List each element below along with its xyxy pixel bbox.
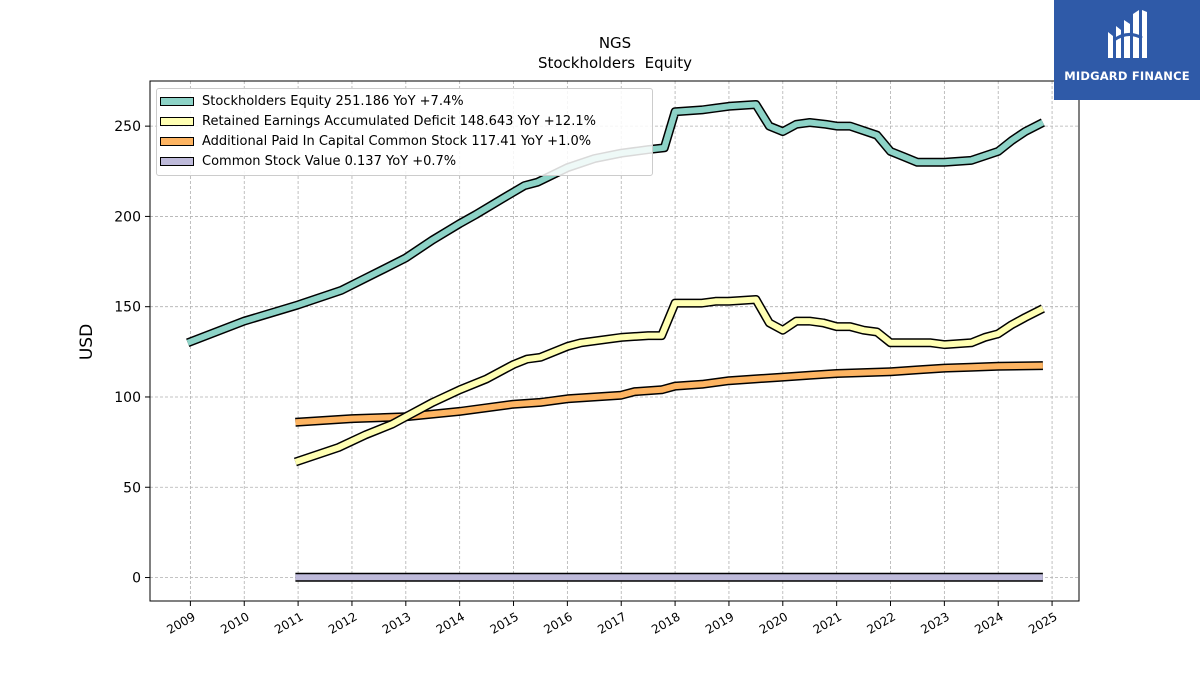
legend: Stockholders Equity 251.186 YoY +7.4% Re… bbox=[156, 88, 653, 176]
x-tick-label: 2013 bbox=[380, 609, 413, 636]
x-tick-label: 2024 bbox=[972, 609, 1005, 636]
legend-label: Retained Earnings Accumulated Deficit 14… bbox=[202, 113, 596, 129]
series-1 bbox=[293, 295, 1045, 467]
legend-label: Common Stock Value 0.137 YoY +0.7% bbox=[202, 153, 457, 169]
legend-label: Stockholders Equity 251.186 YoY +7.4% bbox=[202, 93, 464, 109]
y-tick-label: 150 bbox=[114, 300, 141, 316]
series-layer bbox=[186, 100, 1045, 582]
x-tick-label: 2019 bbox=[703, 609, 736, 636]
y-axis: 0 50 100 150 200 250 bbox=[114, 119, 150, 587]
x-tick-label: 2012 bbox=[326, 609, 359, 636]
legend-swatch bbox=[160, 136, 194, 146]
legend-swatch bbox=[160, 156, 194, 166]
series-0 bbox=[186, 100, 1045, 348]
x-tick-label: 2014 bbox=[434, 609, 467, 636]
series-2 bbox=[295, 361, 1043, 427]
legend-item-stockholders-equity: Stockholders Equity 251.186 YoY +7.4% bbox=[160, 93, 464, 109]
x-tick-label: 2015 bbox=[488, 609, 521, 636]
x-tick-label: 2020 bbox=[757, 609, 790, 636]
x-tick-label: 2021 bbox=[811, 609, 844, 636]
chart-title: NGS bbox=[599, 34, 631, 52]
x-tick-label: 2009 bbox=[164, 609, 197, 636]
x-tick-label: 2022 bbox=[865, 609, 898, 636]
legend-swatch bbox=[160, 116, 194, 126]
series-line bbox=[186, 101, 1045, 346]
x-tick-label: 2010 bbox=[218, 609, 251, 636]
legend-item-retained-earnings: Retained Earnings Accumulated Deficit 14… bbox=[160, 113, 596, 129]
x-tick-label: 2025 bbox=[1026, 609, 1059, 636]
legend-swatch bbox=[160, 96, 194, 106]
x-tick-label: 2016 bbox=[541, 609, 574, 636]
series-line bbox=[295, 362, 1043, 426]
y-tick-label: 200 bbox=[114, 209, 141, 225]
x-tick-label: 2023 bbox=[918, 609, 951, 636]
x-axis: 2009 2010 2011 2012 2013 2014 2015 2016 2017 2018… bbox=[164, 601, 1060, 637]
y-tick-label: 0 bbox=[132, 571, 141, 587]
y-tick-label: 50 bbox=[123, 480, 141, 496]
x-tick-label: 2017 bbox=[595, 609, 628, 636]
logo-text: MIDGARD FINANCE bbox=[1064, 69, 1190, 83]
x-tick-label: 2018 bbox=[649, 609, 682, 636]
x-tick-label: 2011 bbox=[272, 609, 305, 636]
chart-subtitle: Stockholders Equity bbox=[538, 54, 692, 72]
legend-label: Additional Paid In Capital Common Stock … bbox=[202, 133, 592, 149]
y-axis-label: USD bbox=[77, 324, 97, 360]
y-tick-label: 250 bbox=[114, 119, 141, 135]
logo-mark-icon bbox=[1108, 10, 1147, 58]
brand-logo: MIDGARD FINANCE bbox=[1054, 0, 1200, 100]
legend-item-additional-paid-in-capital: Additional Paid In Capital Common Stock … bbox=[160, 133, 591, 149]
series-line bbox=[294, 296, 1045, 465]
plot-frame bbox=[149, 80, 1080, 602]
y-tick-label: 100 bbox=[114, 390, 141, 406]
legend-item-common-stock-value: Common Stock Value 0.137 YoY +0.7% bbox=[160, 153, 456, 169]
